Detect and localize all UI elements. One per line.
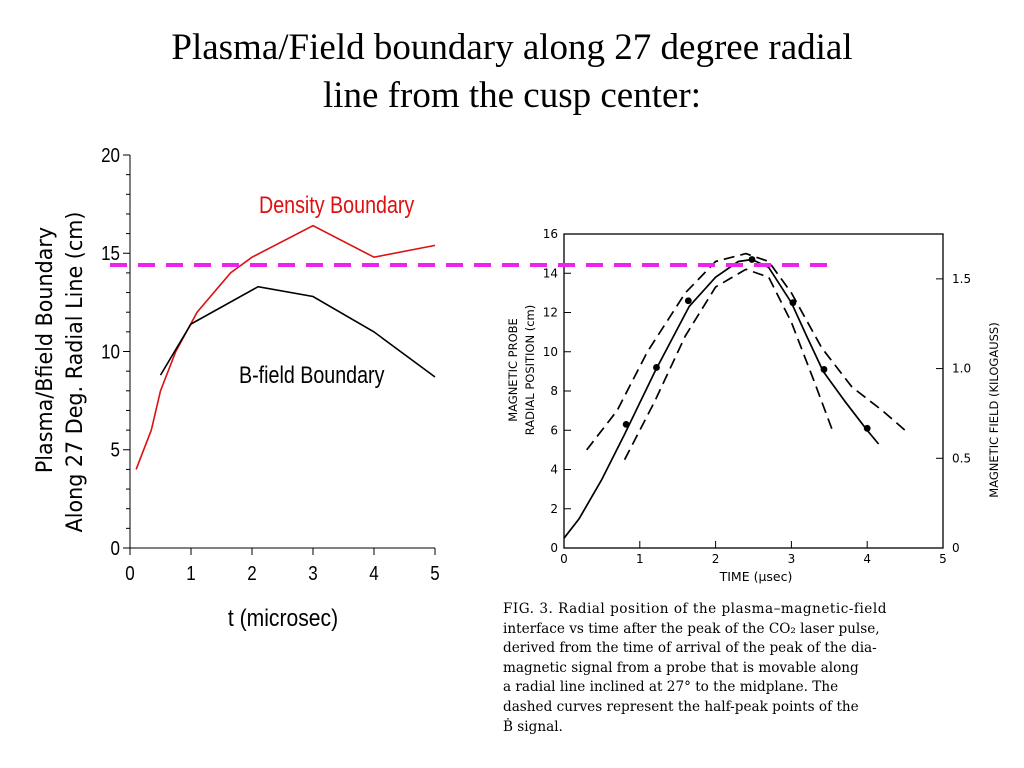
left-x-tick-label: 5	[430, 562, 439, 585]
right-y-tick-label: 10	[543, 345, 558, 359]
right-x-tick-label: 4	[863, 552, 871, 566]
right-y2-tick-label: 1.0	[952, 362, 971, 376]
caption-line-1: FIG. 3. Radial position of the plasma–ma…	[503, 601, 887, 617]
caption-line-3: derived from the time of arrival of the …	[503, 640, 877, 657]
right-y-axis-label-1: MAGNETIC PROBE	[506, 318, 520, 422]
left-x-tick-label: 2	[247, 562, 256, 585]
right-y2-tick-label: 0.5	[952, 451, 971, 465]
right-y-tick-label: 0	[550, 541, 558, 555]
right-ticks	[563, 233, 944, 549]
left-y-tick-label: 15	[101, 242, 120, 265]
figure-caption: FIG. 3. Radial position of the plasma–ma…	[503, 600, 1018, 737]
density-boundary-label: Density Boundary	[259, 191, 414, 218]
right-y2-tick-label: 1.5	[952, 272, 971, 286]
right-y-tick-label: 6	[550, 423, 558, 437]
right-y-tick-label: 4	[550, 463, 558, 477]
left-series	[135, 224, 436, 470]
half-peak-dashed-curve	[623, 268, 834, 461]
left-y-tick-label: 10	[101, 340, 120, 363]
left-y-axis-label-1: Plasma/Bfield Boundary	[32, 227, 58, 473]
measured-curve	[563, 258, 880, 539]
left-y-axis-label-2: Along 27 Deg. Radial Line (cm)	[62, 212, 88, 533]
right-y2-tick-label: 0	[952, 541, 960, 555]
right-plot-frame	[563, 233, 944, 549]
right-y-tick-label: 16	[543, 227, 558, 241]
bfield-boundary-label: B-field Boundary	[239, 361, 384, 388]
right-y-axis-label-2: RADIAL POSITION (cm)	[523, 305, 537, 435]
right-y-tick-label: 14	[543, 266, 558, 280]
bfield-boundary-line	[159, 285, 436, 378]
right-x-axis-label: TIME (μsec)	[719, 569, 793, 584]
data-point	[653, 364, 660, 371]
data-point	[789, 299, 797, 307]
caption-line-5: a radial line inclined at 27° to the mid…	[503, 679, 839, 696]
left-tick-labels: 0 1 2 3 4 5 0 5 10 15 20	[101, 144, 440, 585]
caption-line-4: magnetic signal from a probe that is mov…	[503, 659, 859, 676]
left-x-tick-label: 4	[369, 562, 378, 585]
caption-line-2: interface vs time after the peak of the …	[503, 620, 880, 637]
caption-line-6: dashed curves represent the half-peak po…	[503, 698, 859, 715]
page-title: Plasma/Field boundary along 27 degree ra…	[0, 24, 1024, 120]
title-line-2: line from the cusp center:	[322, 75, 702, 116]
right-x-tick-label: 3	[788, 552, 796, 566]
left-y-tick-label: 20	[101, 144, 120, 167]
right-y2-axis-label: MAGNETIC FIELD (KILOGAUSS)	[987, 322, 1001, 497]
left-y-tick-label: 0	[111, 537, 120, 560]
left-y-tick-label: 5	[111, 438, 120, 461]
left-ticks	[123, 154, 436, 555]
half-peak-dashed-curve	[586, 252, 906, 451]
data-point	[863, 424, 871, 432]
data-point	[820, 366, 828, 373]
density-boundary-line	[135, 224, 436, 470]
right-x-tick-label: 5	[939, 552, 947, 566]
data-point	[748, 256, 756, 263]
left-x-axis-label: t (microsec)	[228, 605, 338, 632]
caption-line-7: Ḃ signal.	[503, 718, 563, 735]
right-x-tick-label: 0	[560, 552, 568, 566]
data-point	[684, 297, 692, 305]
right-y-tick-label: 8	[550, 384, 558, 398]
right-y-tick-label: 12	[543, 306, 558, 320]
right-series	[563, 252, 906, 539]
left-x-tick-label: 3	[308, 562, 317, 585]
data-point	[622, 420, 630, 428]
right-x-tick-label: 1	[636, 552, 644, 566]
right-x-tick-label: 2	[712, 552, 720, 566]
left-chart: 0 1 2 3 4 5 0 5 10 15 20 t (microsec) Plasma/Bfiel…	[32, 144, 439, 632]
left-x-tick-label: 0	[125, 562, 134, 585]
title-line-1: Plasma/Field boundary along 27 degree ra…	[171, 27, 853, 68]
left-x-tick-label: 1	[186, 562, 195, 585]
right-y-tick-label: 2	[550, 502, 558, 516]
